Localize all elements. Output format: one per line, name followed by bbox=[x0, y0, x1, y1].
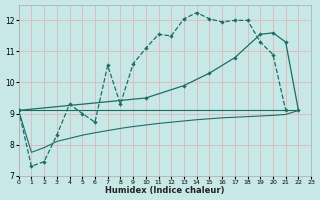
X-axis label: Humidex (Indice chaleur): Humidex (Indice chaleur) bbox=[105, 186, 225, 195]
